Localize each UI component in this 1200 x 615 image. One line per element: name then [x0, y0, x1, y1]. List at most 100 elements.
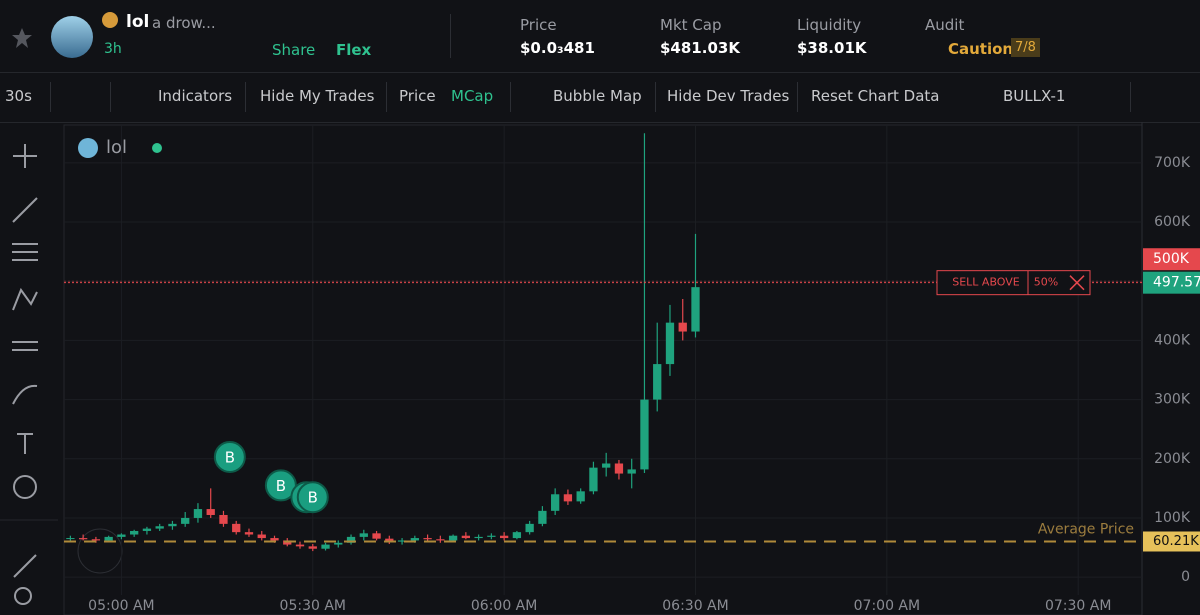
y-tick-label: 200K: [1154, 451, 1191, 467]
y-tick-label: 700K: [1154, 155, 1191, 171]
token-avatar: [51, 16, 93, 58]
x-tick-label: 06:30 AM: [662, 598, 728, 614]
sell-order-value: 500K: [1153, 251, 1190, 267]
trade-marker-label: B: [276, 477, 286, 495]
reset-chart[interactable]: Reset Chart Data: [811, 87, 940, 105]
candle-body: [181, 517, 190, 524]
candle-body: [589, 467, 598, 492]
candle-body: [78, 538, 88, 540]
stat-label: Liquidity: [797, 16, 862, 34]
sell-order-percent: 50%: [1034, 276, 1058, 289]
token-desc: a drow...: [152, 14, 216, 32]
candle-body: [334, 542, 343, 545]
candle-body: [563, 494, 573, 502]
hide-dev-trades[interactable]: Hide Dev Trades: [667, 87, 790, 105]
candle-body: [525, 523, 534, 533]
candle-body: [499, 535, 509, 539]
symbol-icon: [78, 138, 98, 158]
y-tick-label: 0: [1181, 569, 1190, 585]
cancel-order[interactable]: [1069, 275, 1085, 291]
stat-label: Price: [520, 16, 557, 34]
x-tick-label: 07:30 AM: [1045, 598, 1111, 614]
y-tick-label: 400K: [1154, 332, 1191, 348]
candle-body: [346, 536, 356, 543]
stat-value: $38.01K: [797, 39, 867, 57]
candle-body: [372, 533, 381, 539]
candle-body: [423, 538, 432, 540]
badge: [102, 12, 118, 28]
candle-body: [602, 463, 611, 468]
candle-body: [512, 532, 522, 539]
age: 3h: [104, 41, 122, 57]
preset[interactable]: BULLX-1: [1003, 87, 1066, 105]
x-tick-label: 07:00 AM: [854, 598, 920, 614]
average-price-box: [1143, 531, 1200, 552]
x-tick-label: 05:00 AM: [88, 598, 154, 614]
trade-marker-label: B: [225, 448, 235, 466]
y-tick-label: 300K: [1154, 392, 1191, 408]
bubble-map[interactable]: Bubble Map: [553, 87, 642, 105]
indicators[interactable]: Indicators: [158, 87, 233, 105]
token-name: lol: [126, 12, 150, 32]
x-tick-label: 06:00 AM: [471, 598, 537, 614]
candle-body: [244, 532, 254, 535]
price-toggle[interactable]: Price: [399, 87, 436, 105]
caution: Caution: [948, 40, 1014, 58]
trade-marker: [296, 481, 329, 514]
candle-body: [665, 322, 675, 365]
candle-body: [142, 528, 152, 531]
drawing-tools: [0, 144, 58, 605]
candle-body: [436, 539, 445, 541]
audit-label[interactable]: Audit: [925, 16, 965, 34]
share-button[interactable]: Share: [272, 41, 316, 59]
mcap-toggle[interactable]: MCap: [451, 87, 494, 105]
candle-body: [474, 536, 483, 539]
divider: [450, 14, 451, 58]
candle-body: [461, 535, 471, 539]
symbol: lol: [106, 137, 127, 158]
candle-body: [104, 536, 113, 541]
candle-body: [283, 540, 292, 545]
average-price-label: Average Price: [1038, 521, 1134, 537]
candle-body: [91, 539, 101, 541]
candle-body: [359, 533, 368, 537]
x-tick-label: 05:30 AM: [280, 598, 346, 614]
stat-label: Mkt Cap: [660, 16, 722, 34]
y-tick-label: 600K: [1154, 214, 1191, 230]
candle-body: [678, 322, 687, 332]
last-price-value: 497.57: [1153, 275, 1200, 291]
candle-body: [487, 535, 496, 537]
hide-my-trades[interactable]: Hide My Trades: [260, 87, 375, 105]
candle-body: [448, 535, 458, 541]
candle-body: [193, 509, 203, 518]
average-price-value: 60.21K: [1153, 534, 1199, 549]
candle-body: [117, 534, 126, 537]
y-tick-label: 100K: [1154, 510, 1191, 526]
candle-body: [257, 534, 266, 539]
star-icon[interactable]: [10, 26, 34, 50]
candle-body: [155, 526, 164, 529]
sell-order-label: SELL ABOVE: [952, 276, 1020, 289]
candle-body: [410, 538, 419, 541]
header: [0, 0, 1200, 73]
interval[interactable]: 30s: [5, 87, 32, 105]
candle-body: [308, 546, 317, 549]
candle-body: [219, 514, 228, 524]
candle-body: [385, 538, 394, 542]
candle-body: [130, 530, 139, 535]
candle-body: [206, 509, 215, 515]
stat-value: $0.0₃481: [520, 39, 595, 57]
last-price-box: [1143, 271, 1200, 294]
flex-button[interactable]: Flex: [336, 41, 372, 59]
trade-marker-label: B: [308, 489, 318, 507]
candle-body: [627, 469, 636, 474]
audit-score: 7/8: [1011, 38, 1040, 57]
candle-body: [321, 544, 330, 549]
sell-order-box: [1143, 248, 1200, 271]
candle-body: [653, 364, 662, 400]
sell-order-tag: [936, 270, 1091, 296]
candle-body: [295, 544, 305, 547]
candle-body: [576, 491, 585, 502]
